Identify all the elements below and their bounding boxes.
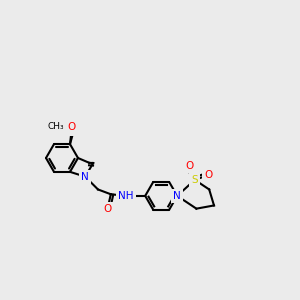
Text: N: N bbox=[81, 172, 89, 182]
Text: NH: NH bbox=[118, 191, 134, 201]
Text: O: O bbox=[70, 125, 78, 135]
Text: O: O bbox=[204, 170, 212, 180]
Text: O: O bbox=[68, 122, 76, 131]
Text: O: O bbox=[186, 161, 194, 171]
Text: O: O bbox=[103, 204, 112, 214]
Text: N: N bbox=[173, 191, 181, 201]
Text: S: S bbox=[191, 175, 198, 185]
Text: CH₃: CH₃ bbox=[48, 122, 64, 131]
Text: OCH₃: OCH₃ bbox=[48, 121, 72, 130]
